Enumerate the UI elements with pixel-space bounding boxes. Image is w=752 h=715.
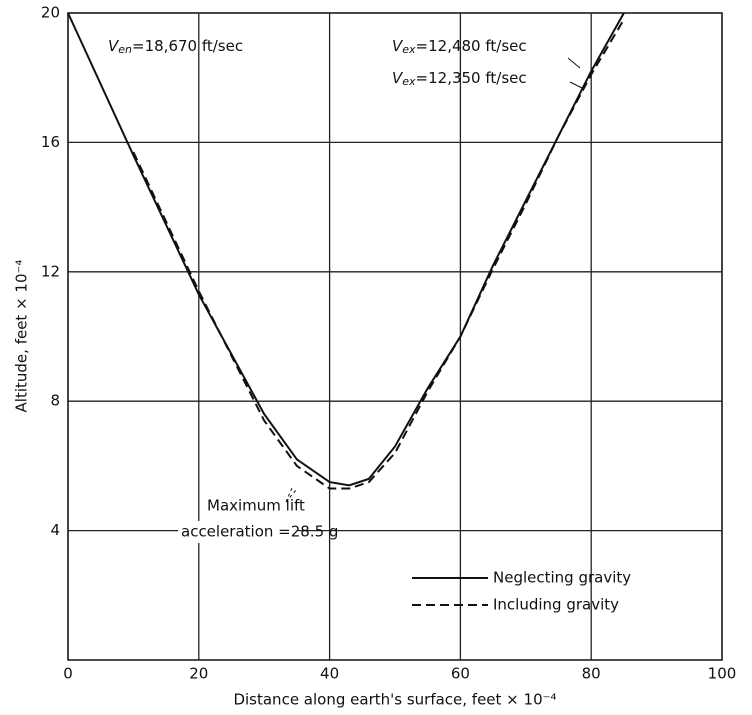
legend-label: Neglecting gravity bbox=[493, 569, 631, 587]
label-bg bbox=[204, 496, 286, 516]
x-tick-label: 100 bbox=[708, 665, 737, 683]
y-tick-label: 8 bbox=[50, 392, 60, 410]
y-tick-label: 12 bbox=[41, 262, 60, 280]
y-tick-label: 20 bbox=[41, 4, 60, 22]
legend-label: Including gravity bbox=[493, 596, 619, 614]
annotation: Vex=12,350 ft/sec bbox=[392, 69, 527, 89]
annotation: Vex=12,480 ft/sec bbox=[392, 37, 527, 57]
label-bg bbox=[178, 521, 298, 543]
plot-frame bbox=[67, 12, 723, 661]
x-tick-label: 80 bbox=[582, 665, 601, 683]
plot: 020406080100048121620Neglecting gravityI… bbox=[41, 4, 736, 683]
leader-line bbox=[285, 487, 297, 503]
y-tick-label: 16 bbox=[41, 133, 60, 151]
x-axis-label: Distance along earth's surface, feet × 1… bbox=[233, 691, 556, 709]
x-tick-label: 20 bbox=[189, 665, 208, 683]
series-line bbox=[67, 12, 625, 487]
x-tick-label: 40 bbox=[320, 665, 339, 683]
leader-line bbox=[567, 57, 583, 89]
series-line bbox=[132, 18, 625, 490]
annotation: acceleration =28.5 g bbox=[181, 523, 338, 541]
x-tick-label: 0 bbox=[63, 665, 73, 683]
legend: Neglecting gravity Including gravity bbox=[412, 569, 631, 614]
annotation: Ven=18,670 ft/sec bbox=[108, 37, 243, 57]
x-tick-label: 60 bbox=[451, 665, 470, 683]
y-tick-label: 4 bbox=[50, 521, 60, 539]
annotation: Maximum lift bbox=[207, 497, 305, 515]
y-axis-label: Altitude, feet × 10⁻⁴ bbox=[13, 260, 31, 413]
